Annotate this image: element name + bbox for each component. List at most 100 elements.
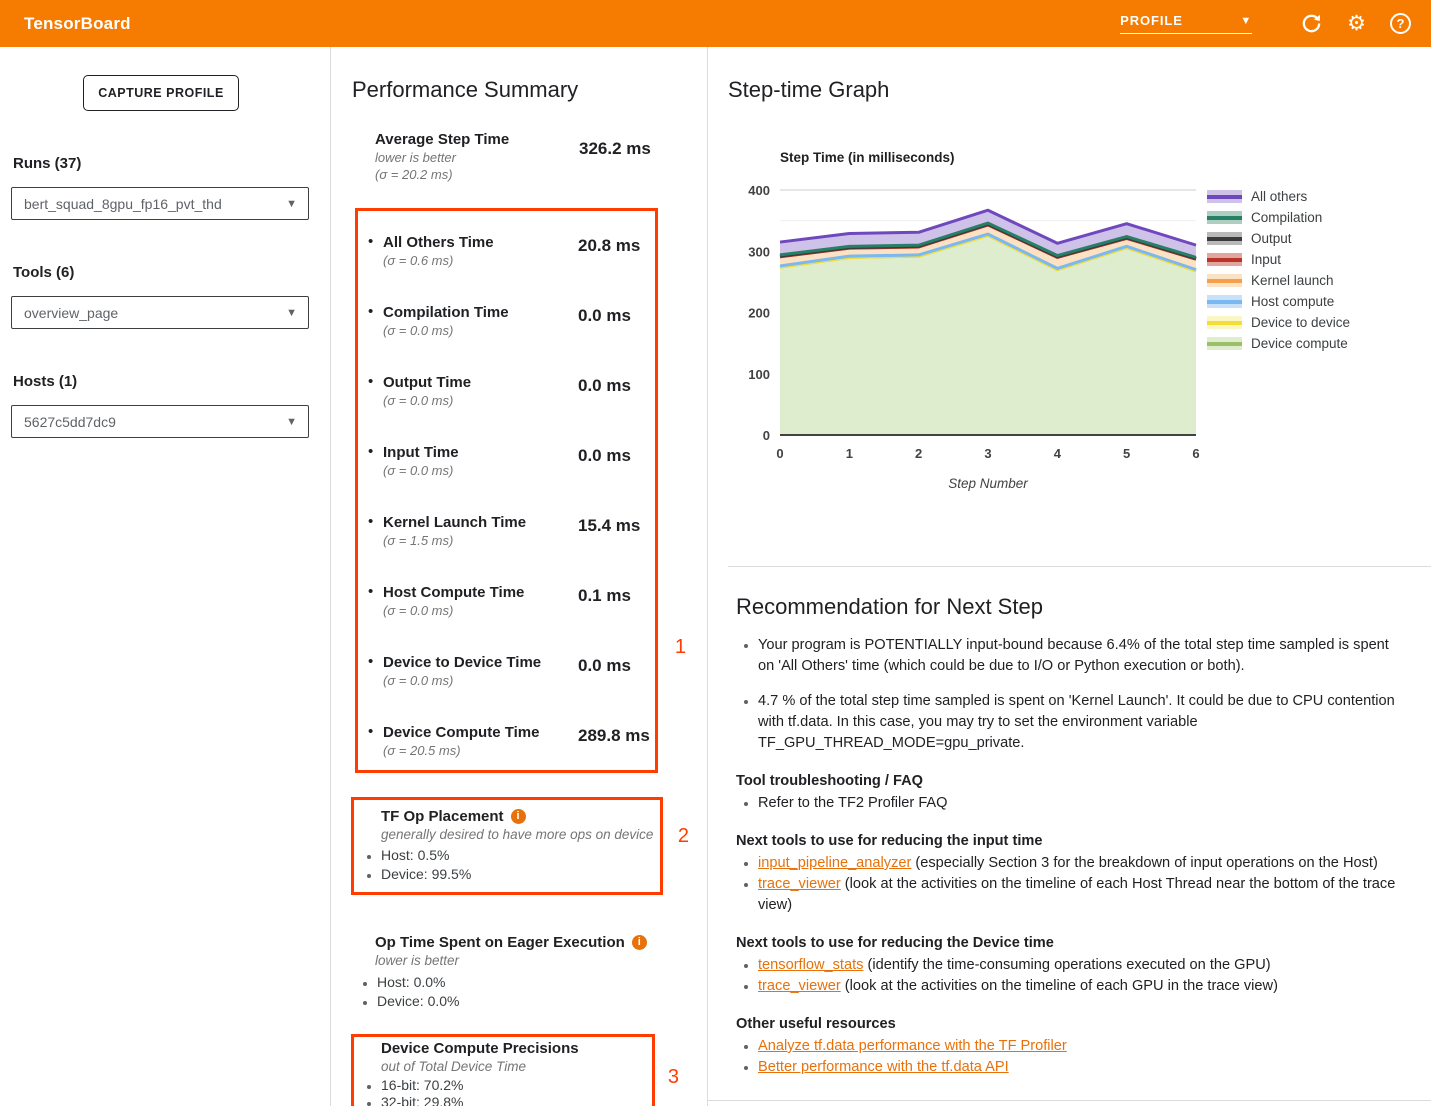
runs-select-value: bert_squad_8gpu_fp16_pvt_thd [24, 196, 222, 212]
recommendation-list: input_pipeline_analyzer (especially Sect… [736, 853, 1401, 916]
recommendation-subsections: Tool troubleshooting / FAQRefer to the T… [736, 771, 1401, 1078]
annotation-box-2-wrap: TF Op Placement i generally desired to h… [331, 797, 663, 895]
y-tick-label: 100 [748, 367, 770, 382]
recommendation-link[interactable]: tensorflow_stats [758, 957, 863, 973]
legend-swatch [1207, 316, 1242, 329]
legend-item-input: Input [1207, 249, 1350, 270]
metric-output-time: •Output Time(σ = 0.0 ms)0.0 ms [358, 361, 655, 431]
tf-op-placement-subtitle: generally desired to have more ops on de… [381, 826, 660, 844]
help-button[interactable]: ? [1390, 13, 1411, 34]
list-item: Host: 0.5% [381, 846, 660, 865]
tf-op-placement-list: Host: 0.5%Device: 99.5% [354, 846, 660, 884]
list-item: Host: 0.0% [377, 973, 681, 992]
legend-item-all-others: All others [1207, 186, 1350, 207]
metric-input-time: •Input Time(σ = 0.0 ms)0.0 ms [358, 431, 655, 501]
metric-value: 0.0 ms [578, 306, 631, 326]
precisions-title: Device Compute Precisions [381, 1039, 652, 1058]
bullet: • [368, 583, 373, 600]
legend-swatch [1207, 253, 1242, 266]
chart-axis-title: Step Time (in milliseconds) [780, 150, 955, 165]
bullet: • [368, 373, 373, 390]
step-time-breakdown-box: •All Others Time(σ = 0.6 ms)20.8 ms•Comp… [355, 208, 658, 773]
recommendation-subheading: Tool troubleshooting / FAQ [736, 771, 1401, 791]
legend-line [1207, 300, 1242, 304]
metric-value: 15.4 ms [578, 516, 640, 536]
recommendation-subheading: Other useful resources [736, 1014, 1401, 1034]
recommendation-title: Recommendation for Next Step [736, 594, 1401, 620]
legend-swatch [1207, 274, 1242, 287]
legend-swatch [1207, 190, 1242, 203]
reload-button[interactable] [1300, 12, 1323, 35]
metric-value: 20.8 ms [578, 236, 640, 256]
settings-button[interactable]: ⚙ [1347, 13, 1366, 34]
info-icon[interactable]: i [632, 935, 647, 950]
list-item: 32-bit: 29.8% [381, 1094, 652, 1106]
recommendation-item: trace_viewer (look at the activities on … [758, 976, 1401, 997]
bullet: • [368, 513, 373, 530]
recommendation-list: tensorflow_stats (identify the time-cons… [736, 955, 1401, 997]
x-tick-label: 0 [776, 446, 783, 461]
sidebar: CAPTURE PROFILE Runs (37) bert_squad_8gp… [0, 47, 331, 1106]
block-title-text: Device Compute Precisions [381, 1039, 579, 1058]
y-tick-label: 0 [763, 428, 770, 443]
y-tick-label: 300 [748, 244, 770, 259]
right-panel: Step-time Graph 0100200300400Step Time (… [708, 47, 1431, 1106]
dashboard-selector[interactable]: PROFILE ▼ [1120, 13, 1252, 34]
recommendation-link[interactable]: input_pipeline_analyzer [758, 855, 911, 871]
metric-value: 0.1 ms [578, 586, 631, 606]
legend-label: All others [1251, 189, 1307, 204]
capture-profile-button[interactable]: CAPTURE PROFILE [83, 75, 239, 111]
recommendation-item: input_pipeline_analyzer (especially Sect… [758, 853, 1401, 874]
hosts-label: Hosts (1) [13, 373, 330, 390]
eager-execution-subtitle: lower is better [375, 952, 681, 970]
runs-select[interactable]: bert_squad_8gpu_fp16_pvt_thd ▼ [11, 187, 309, 220]
x-tick-label: 4 [1054, 446, 1062, 461]
device-compute-precisions-box: Device Compute Precisions out of Total D… [351, 1034, 655, 1106]
legend-swatch [1207, 211, 1242, 224]
eager-execution-list: Host: 0.0%Device: 0.0% [351, 973, 681, 1011]
tools-select-value: overview_page [24, 305, 118, 321]
main-layout: CAPTURE PROFILE Runs (37) bert_squad_8gp… [0, 47, 1431, 1106]
bullet: • [368, 443, 373, 460]
legend-label: Device to device [1251, 315, 1350, 330]
legend-label: Kernel launch [1251, 273, 1334, 288]
tools-select[interactable]: overview_page ▼ [11, 296, 309, 329]
x-tick-label: 5 [1123, 446, 1130, 461]
header-controls: PROFILE ▼ ⚙ ? [1120, 12, 1411, 35]
recommendation-link[interactable]: trace_viewer [758, 978, 841, 994]
tools-label: Tools (6) [13, 264, 330, 281]
hosts-select-value: 5627c5dd7dc9 [24, 414, 116, 430]
metric-compilation-time: •Compilation Time(σ = 0.0 ms)0.0 ms [358, 291, 655, 361]
hosts-select[interactable]: 5627c5dd7dc9 ▼ [11, 405, 309, 438]
legend-line [1207, 216, 1242, 220]
x-tick-label: 3 [984, 446, 991, 461]
recommendation-link[interactable]: Analyze tf.data performance with the TF … [758, 1038, 1067, 1054]
performance-summary-panel: Performance Summary Average Step Time lo… [331, 47, 708, 1106]
x-tick-label: 1 [846, 446, 853, 461]
recommendation-link[interactable]: trace_viewer [758, 876, 841, 892]
metric-device-to-device-time: •Device to Device Time(σ = 0.0 ms)0.0 ms [358, 641, 655, 711]
recommendation-item: Better performance with the tf.data API [758, 1057, 1401, 1078]
legend-item-output: Output [1207, 228, 1350, 249]
recommendation-item: Analyze tf.data performance with the TF … [758, 1036, 1401, 1057]
bullet: • [368, 233, 373, 250]
recommendation-bullets: Your program is POTENTIALLY input-bound … [736, 635, 1401, 754]
recommendation-item: Refer to the TF2 Profiler FAQ [758, 793, 1401, 814]
metric-host-compute-time: •Host Compute Time(σ = 0.0 ms)0.1 ms [358, 571, 655, 641]
dashboard-selector-value: PROFILE [1120, 13, 1183, 28]
runs-label: Runs (37) [13, 155, 330, 172]
metric-value: 0.0 ms [578, 376, 631, 396]
legend-line [1207, 321, 1242, 325]
legend-item-host-compute: Host compute [1207, 291, 1350, 312]
legend-swatch [1207, 295, 1242, 308]
legend-label: Output [1251, 231, 1292, 246]
legend-swatch [1207, 337, 1242, 350]
info-icon[interactable]: i [511, 809, 526, 824]
step-time-graph-section: Step-time Graph 0100200300400Step Time (… [728, 77, 1431, 567]
recommendation-link[interactable]: Better performance with the tf.data API [758, 1059, 1009, 1075]
recommendation-bullet: 4.7 % of the total step time sampled is … [758, 691, 1401, 754]
legend-line [1207, 195, 1242, 199]
block-title-text: TF Op Placement [381, 807, 504, 826]
recommendation-bullet: Your program is POTENTIALLY input-bound … [758, 635, 1401, 677]
legend-line [1207, 258, 1242, 262]
